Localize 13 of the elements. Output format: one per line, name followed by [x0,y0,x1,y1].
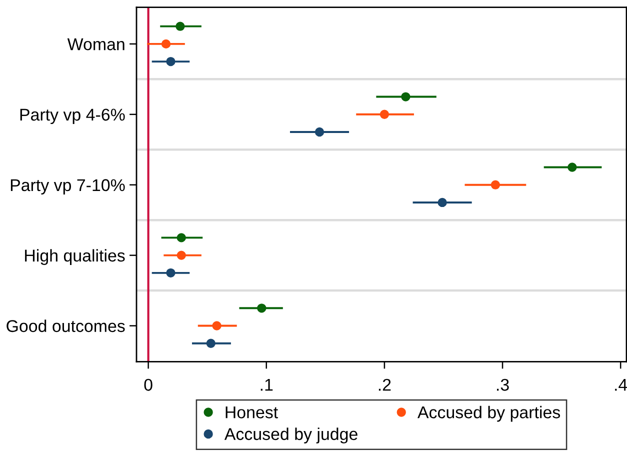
x-tick-label: .3 [497,378,509,391]
x-tick-label: 0 [144,378,152,391]
x-tick-label: .4 [615,378,627,391]
y-tick-label: High qualities [25,249,125,265]
y-tick-label: Woman [67,38,124,50]
legend-label: Accused by parties [418,406,560,422]
x-tick-label: .2 [378,378,391,391]
y-tick-label: Good outcomes [6,320,125,332]
x-tick-label: .1 [260,378,273,391]
y-tick-label: Party vp 4-6% [20,108,125,124]
legend-label: Accused by judge [224,428,358,444]
legend-label: Honest [226,406,278,418]
y-tick-label: Party vp 7-10% [10,179,125,195]
